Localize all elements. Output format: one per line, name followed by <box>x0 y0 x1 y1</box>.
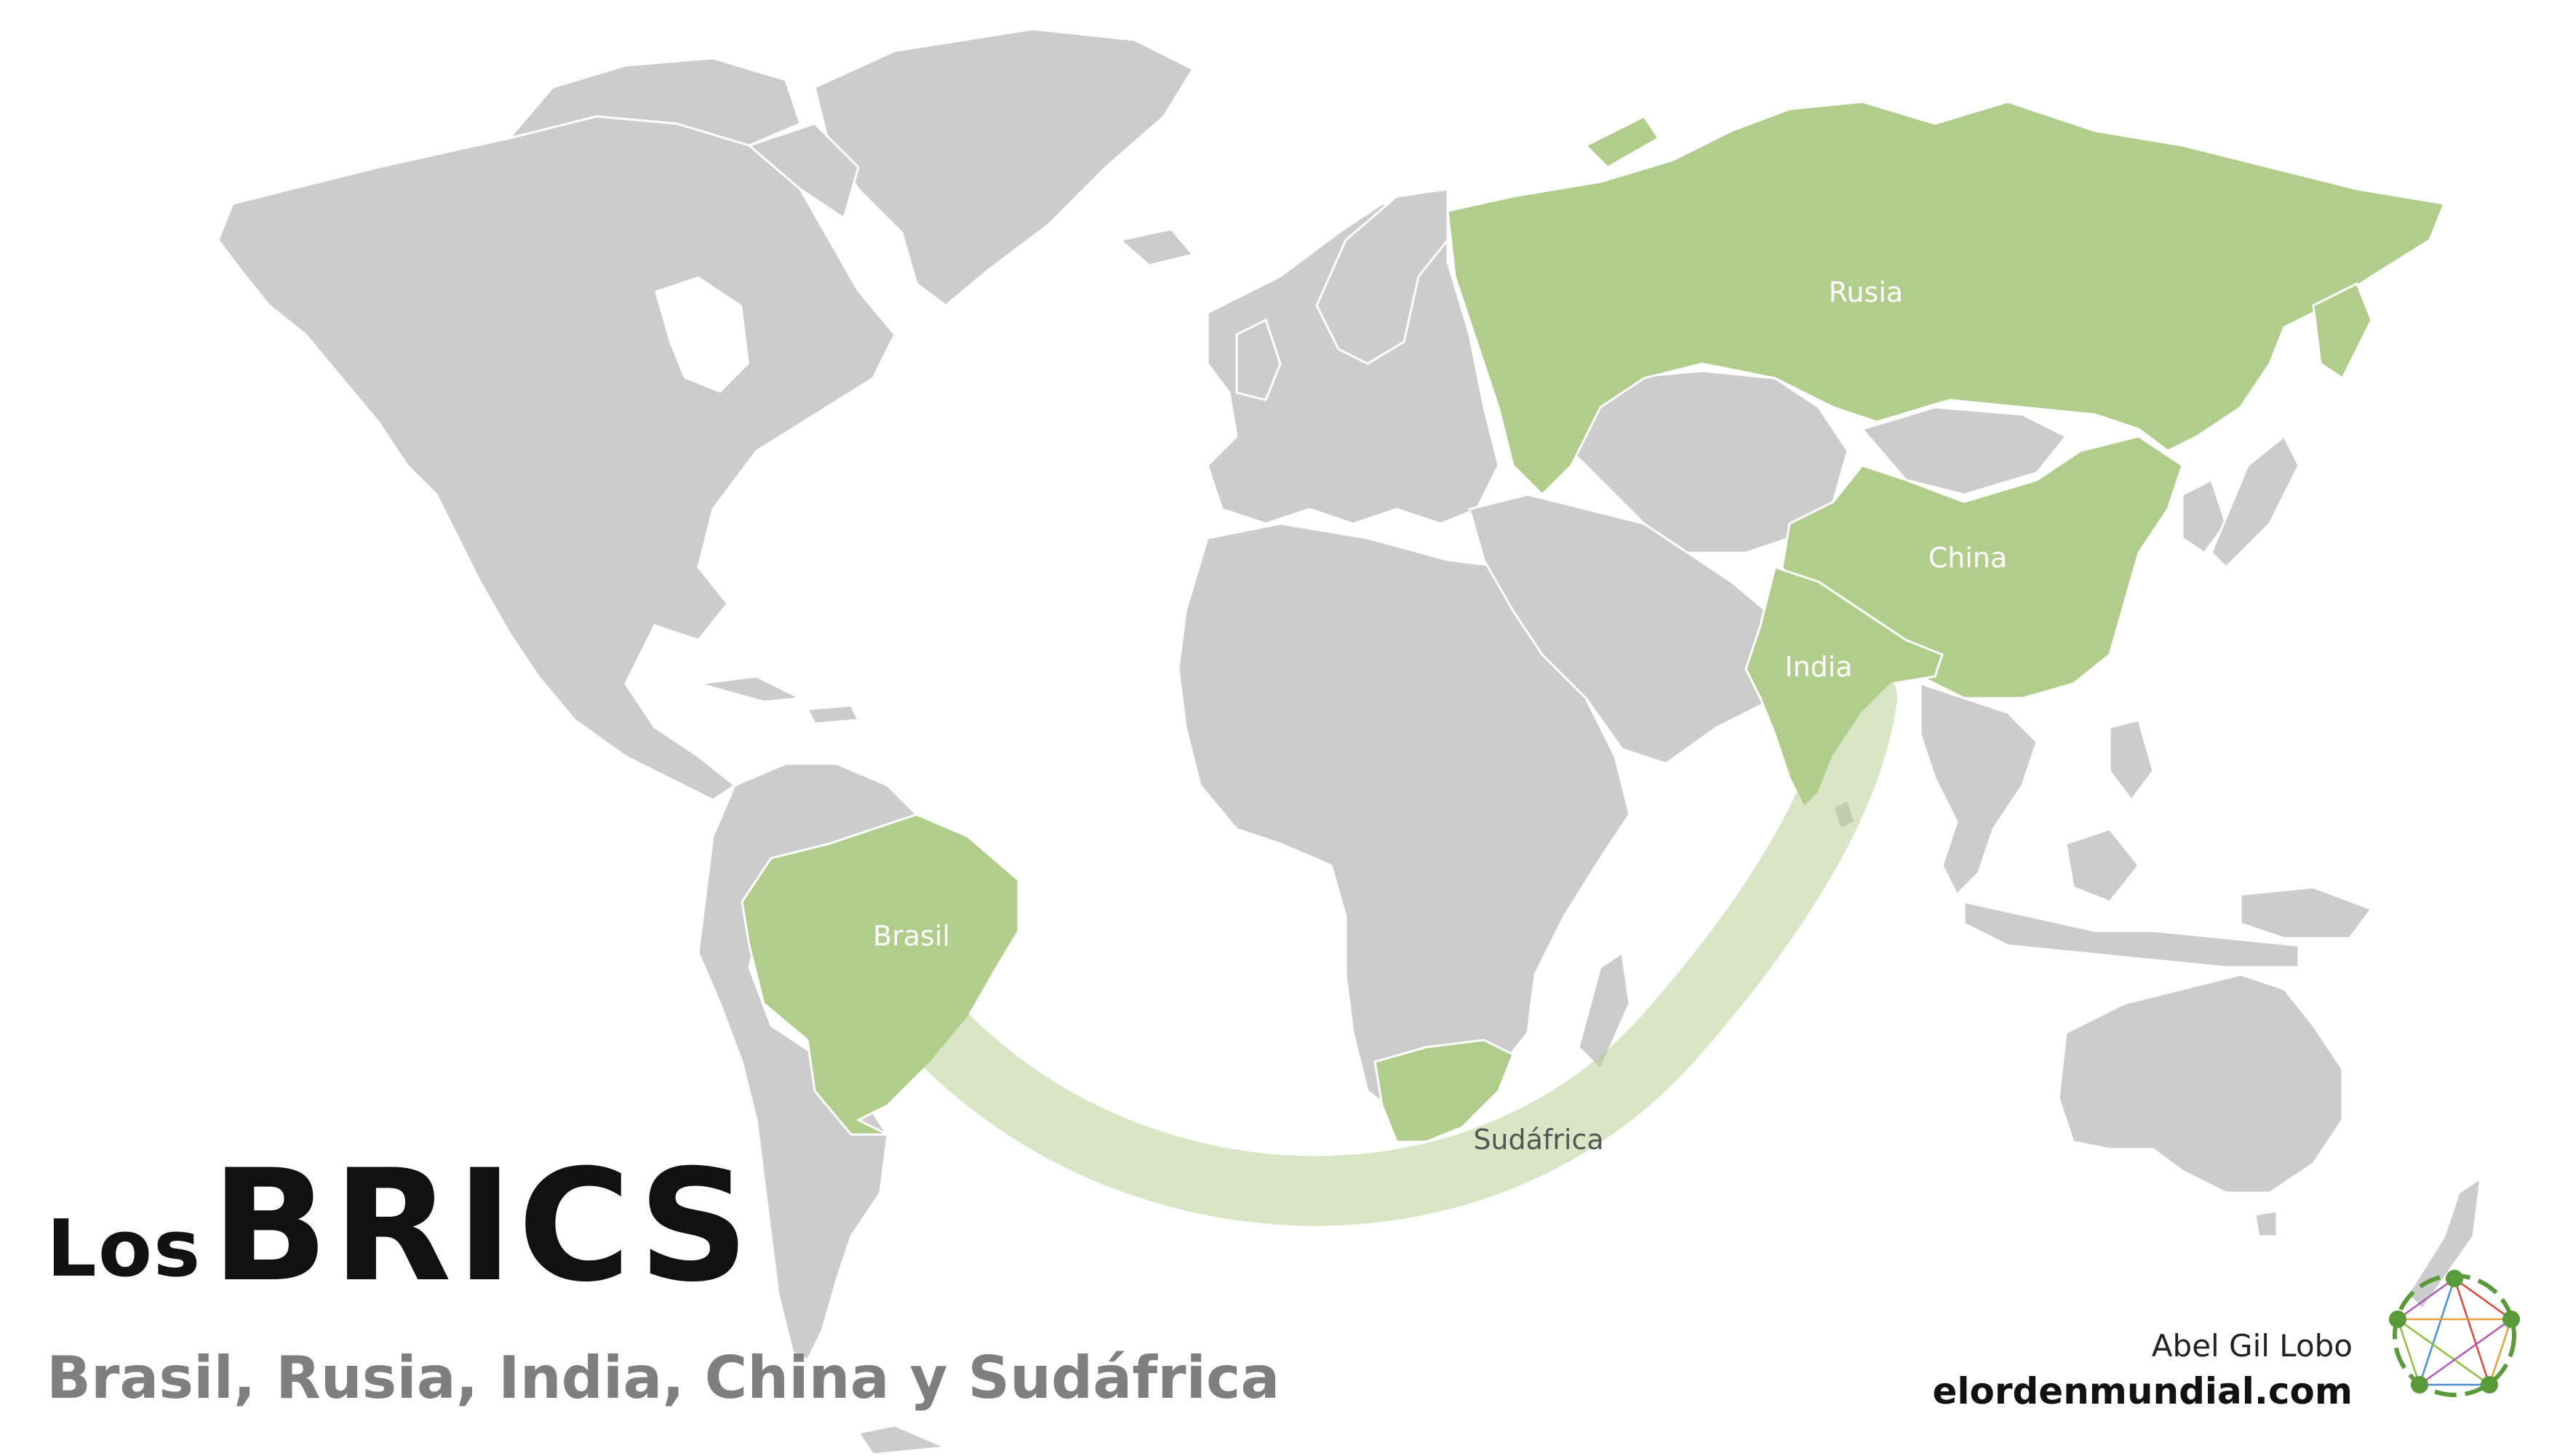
arctic-islands <box>506 57 802 147</box>
label-brasil: Brasil <box>873 920 950 952</box>
kamchatka <box>2312 281 2373 380</box>
label-sudafrica: Sudáfrica <box>1473 1124 1603 1156</box>
iceland <box>1117 228 1195 267</box>
korea-japan <box>2181 478 2227 555</box>
new-guinea <box>2239 886 2374 940</box>
greenland <box>813 28 1195 307</box>
tasmania <box>2254 1209 2278 1238</box>
mongolia <box>1860 406 2068 496</box>
japan <box>2210 434 2300 569</box>
brazil-shape <box>741 813 1020 1136</box>
title-prefix: Los <box>47 1204 202 1295</box>
label-china: China <box>1928 542 2008 574</box>
antarctica-hint <box>856 1424 946 1456</box>
south-africa-shape <box>1373 1039 1515 1143</box>
uk <box>1235 318 1282 401</box>
novaya-zemlya <box>1584 115 1661 169</box>
borneo <box>2065 828 2140 903</box>
author-credit: Abel Gil Lobo <box>2151 1328 2353 1364</box>
brics-arc <box>903 663 1897 1226</box>
north-america <box>217 115 896 801</box>
label-india: India <box>1784 651 1852 683</box>
title-main: BRICS <box>211 1136 754 1316</box>
russia-shape <box>1446 100 2446 497</box>
new-zealand <box>2406 1175 2482 1311</box>
subtitle: Brasil, Rusia, India, China y Sudáfrica <box>47 1344 1280 1412</box>
indonesia <box>1963 900 2300 969</box>
baffin-island <box>747 122 860 220</box>
scandinavia <box>1315 188 1449 365</box>
madagascar <box>1577 951 1631 1071</box>
southeast-asia <box>1919 681 2038 897</box>
australia <box>2057 973 2344 1194</box>
hispaniola <box>805 704 861 725</box>
cuba <box>698 675 805 703</box>
el-orden-mundial-logo <box>2389 1270 2520 1397</box>
philippines <box>2108 719 2155 802</box>
site-credit: elordenmundial.com <box>1932 1370 2353 1412</box>
label-rusia: Rusia <box>1829 276 1903 308</box>
hudson-bay <box>655 276 749 393</box>
